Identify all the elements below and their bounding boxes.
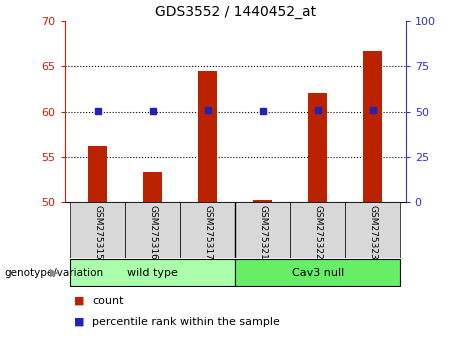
Text: Cav3 null: Cav3 null <box>291 268 344 278</box>
Title: GDS3552 / 1440452_at: GDS3552 / 1440452_at <box>154 5 316 19</box>
Text: ▶: ▶ <box>50 268 59 278</box>
Bar <box>235 202 290 258</box>
Bar <box>180 202 235 258</box>
Bar <box>308 93 327 202</box>
Bar <box>363 51 382 202</box>
Text: wild type: wild type <box>127 268 178 278</box>
Bar <box>70 202 125 258</box>
Text: GSM275316: GSM275316 <box>148 205 157 259</box>
Bar <box>125 202 180 258</box>
Text: count: count <box>92 296 124 306</box>
Bar <box>235 259 400 286</box>
Bar <box>143 172 162 202</box>
Bar <box>345 202 400 258</box>
Text: percentile rank within the sample: percentile rank within the sample <box>92 317 280 327</box>
Text: GSM275317: GSM275317 <box>203 205 212 259</box>
Bar <box>253 200 272 202</box>
Bar <box>70 259 235 286</box>
Text: genotype/variation: genotype/variation <box>5 268 104 278</box>
Bar <box>88 146 107 202</box>
Text: GSM275323: GSM275323 <box>368 205 377 259</box>
Text: ■: ■ <box>74 296 84 306</box>
Text: GSM275315: GSM275315 <box>93 205 102 259</box>
Bar <box>290 202 345 258</box>
Text: GSM275322: GSM275322 <box>313 205 322 259</box>
Bar <box>198 71 217 202</box>
Text: GSM275321: GSM275321 <box>258 205 267 259</box>
Text: ■: ■ <box>74 317 84 327</box>
